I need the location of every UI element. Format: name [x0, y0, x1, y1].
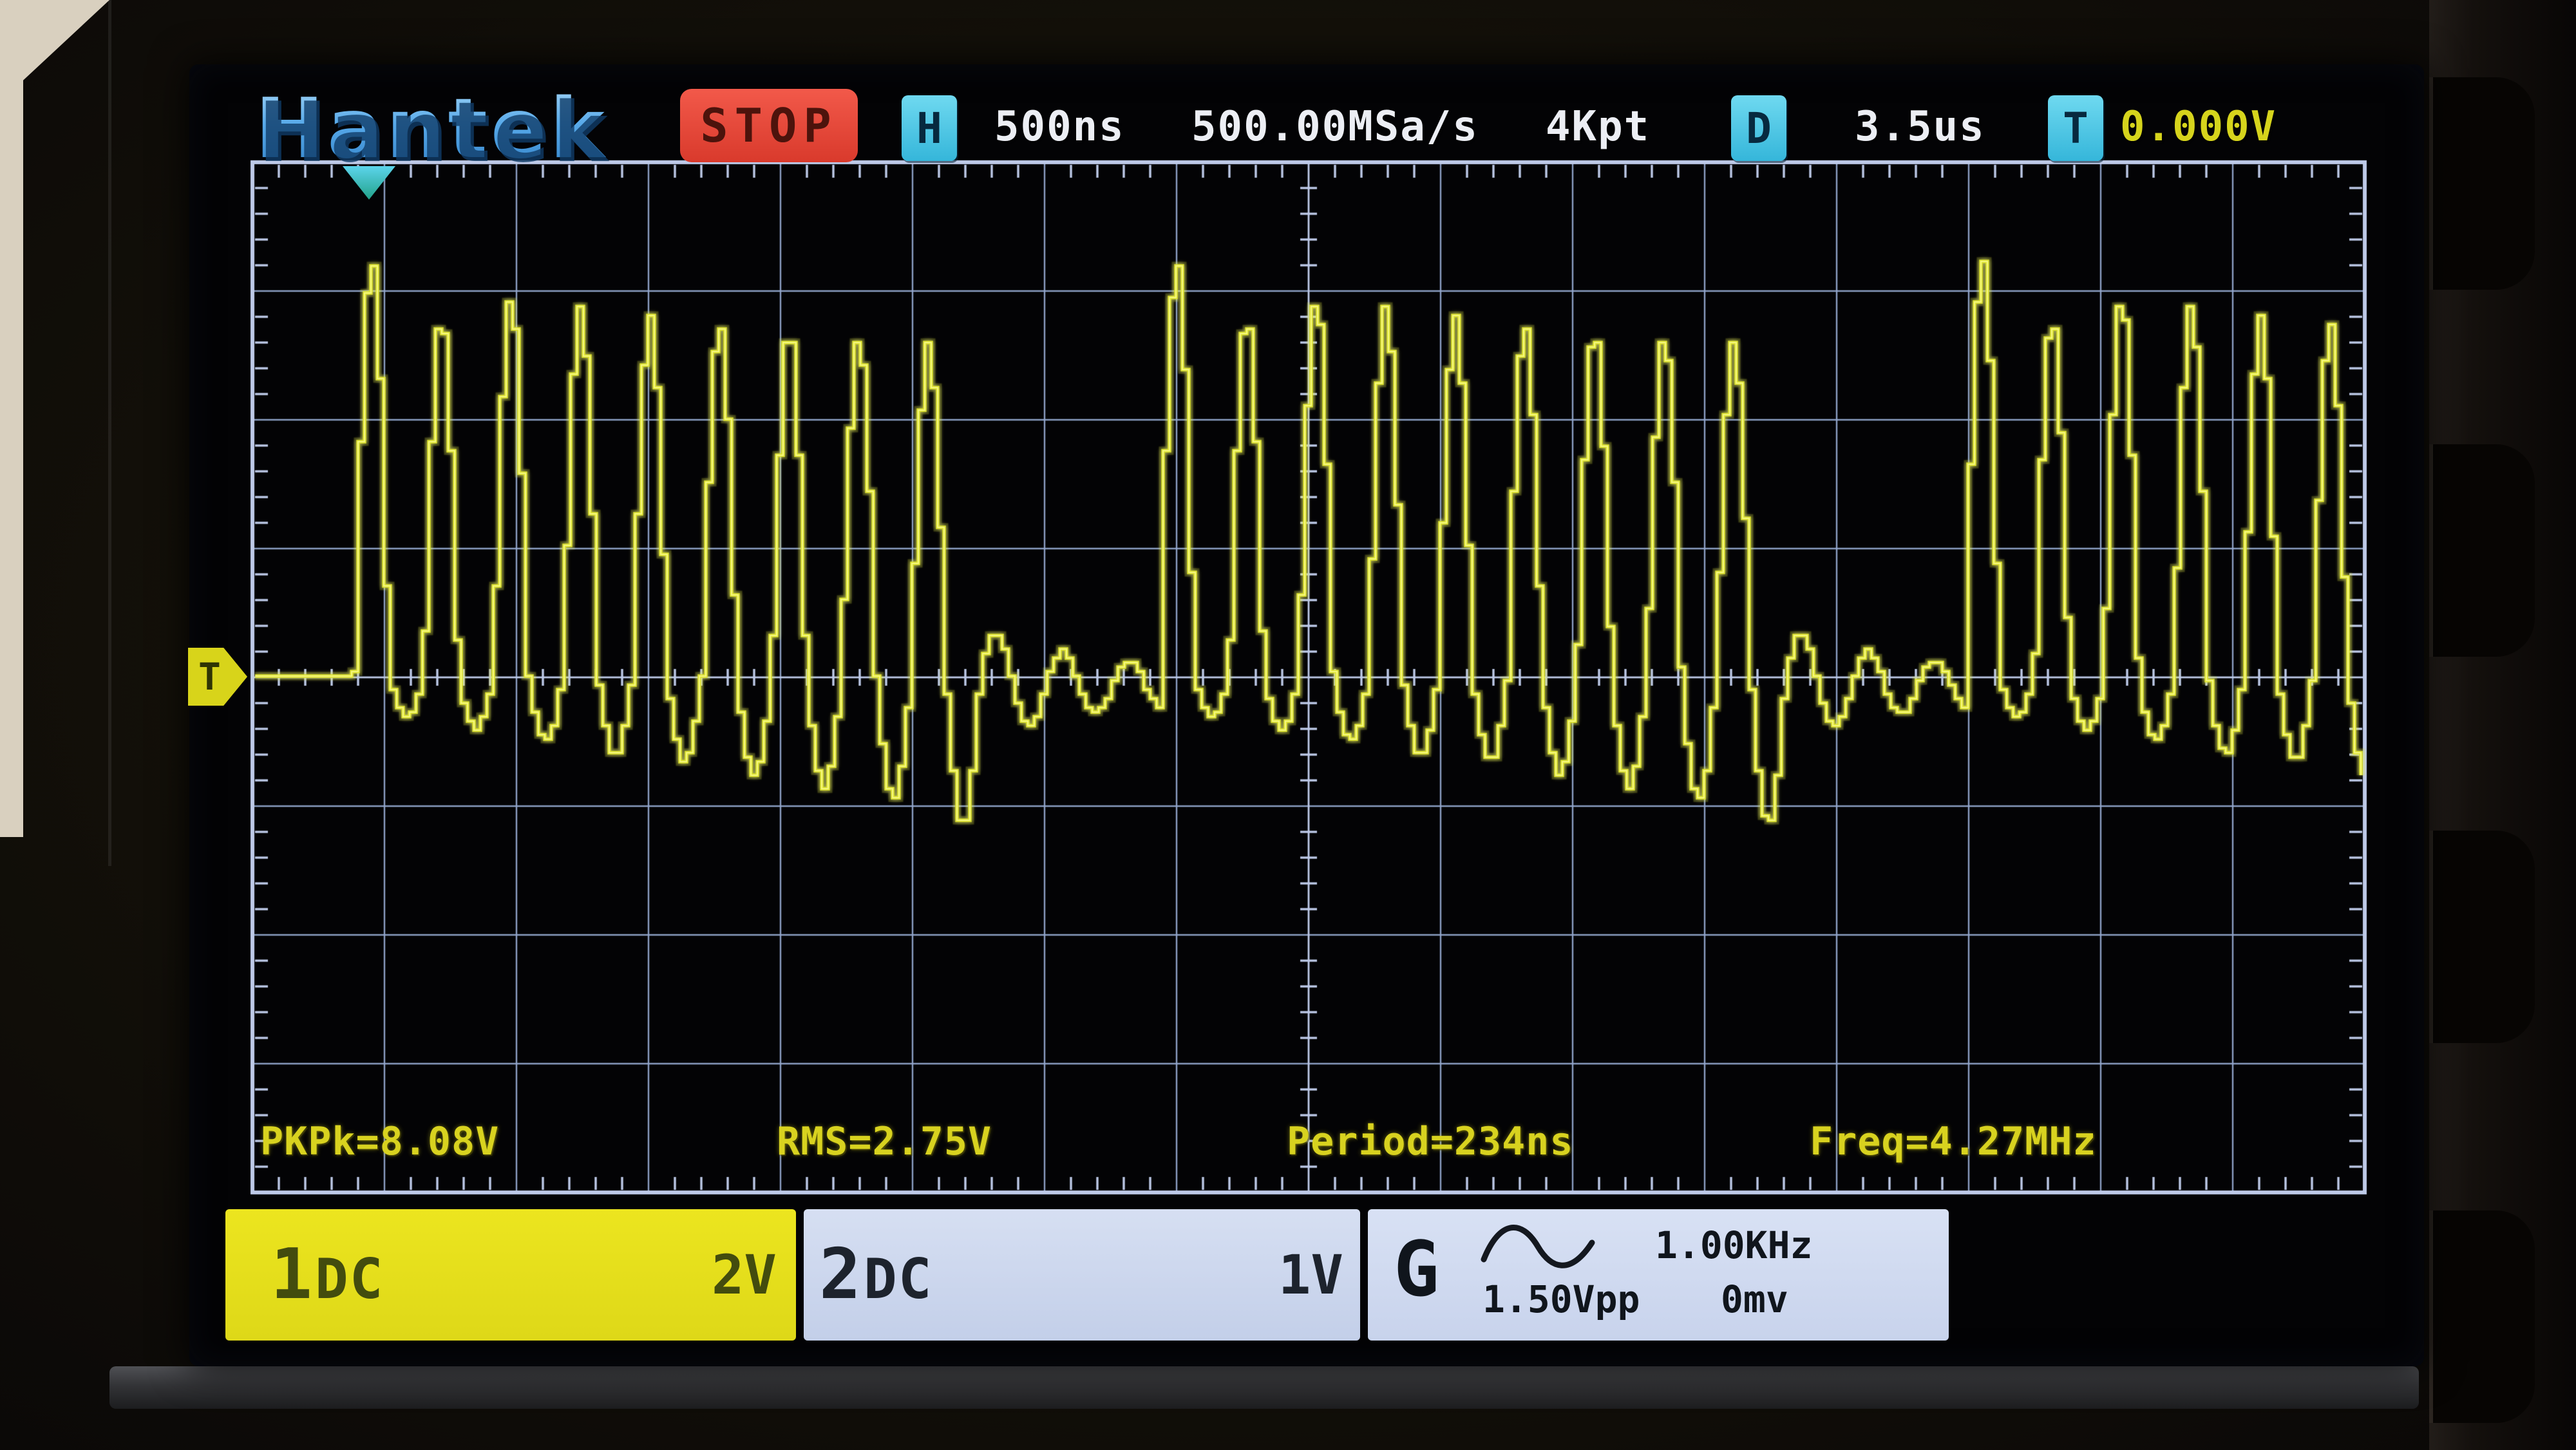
measurement-pkpk: PKPk=8.08V: [260, 1119, 500, 1164]
sine-wave-icon: [1481, 1225, 1595, 1268]
measurement-rms: RMS=2.75V: [777, 1119, 992, 1164]
channel1-coupling: DC: [315, 1247, 384, 1312]
measurement-period: Period=234ns: [1287, 1119, 1574, 1164]
channel1-box[interactable]: 1 DC 2V: [225, 1209, 796, 1341]
horizontal-badge-icon: H: [902, 95, 957, 161]
record-length-readout: 4Kpt: [1546, 103, 1651, 151]
delay-badge-icon: D: [1731, 95, 1786, 161]
channel1-scale: 2V: [711, 1243, 777, 1306]
trigger-badge-icon: T: [2048, 95, 2103, 161]
channel2-number: 2: [819, 1234, 862, 1315]
channel1-number: 1: [270, 1234, 313, 1315]
generator-label: G: [1394, 1225, 1440, 1313]
generator-box[interactable]: G 1.00KHz 1.50Vpp 0mv: [1368, 1209, 1949, 1341]
trigger-level-marker-label: T: [198, 655, 221, 699]
generator-frequency: 1.00KHz: [1655, 1223, 1813, 1267]
channel2-scale: 1V: [1278, 1243, 1343, 1306]
brand-logo: Hantek: [255, 81, 608, 177]
run-state-indicator[interactable]: STOP: [680, 89, 858, 162]
generator-offset: 0mv: [1721, 1277, 1788, 1321]
channel2-label: 2 DC: [804, 1240, 933, 1310]
trigger-level-readout: 0.000V: [2120, 103, 2277, 151]
measurement-freq: Freq=4.27MHz: [1810, 1119, 2097, 1164]
channel2-box[interactable]: 2 DC 1V: [804, 1209, 1360, 1341]
sample-rate-readout: 500.00MSa/s: [1191, 103, 1479, 151]
generator-amplitude: 1.50Vpp: [1482, 1277, 1640, 1321]
channel2-coupling: DC: [864, 1247, 933, 1312]
delay-time-readout: 3.5us: [1855, 103, 1985, 151]
timebase-readout: 500ns: [994, 103, 1125, 151]
channel1-label: 1 DC: [225, 1240, 384, 1310]
